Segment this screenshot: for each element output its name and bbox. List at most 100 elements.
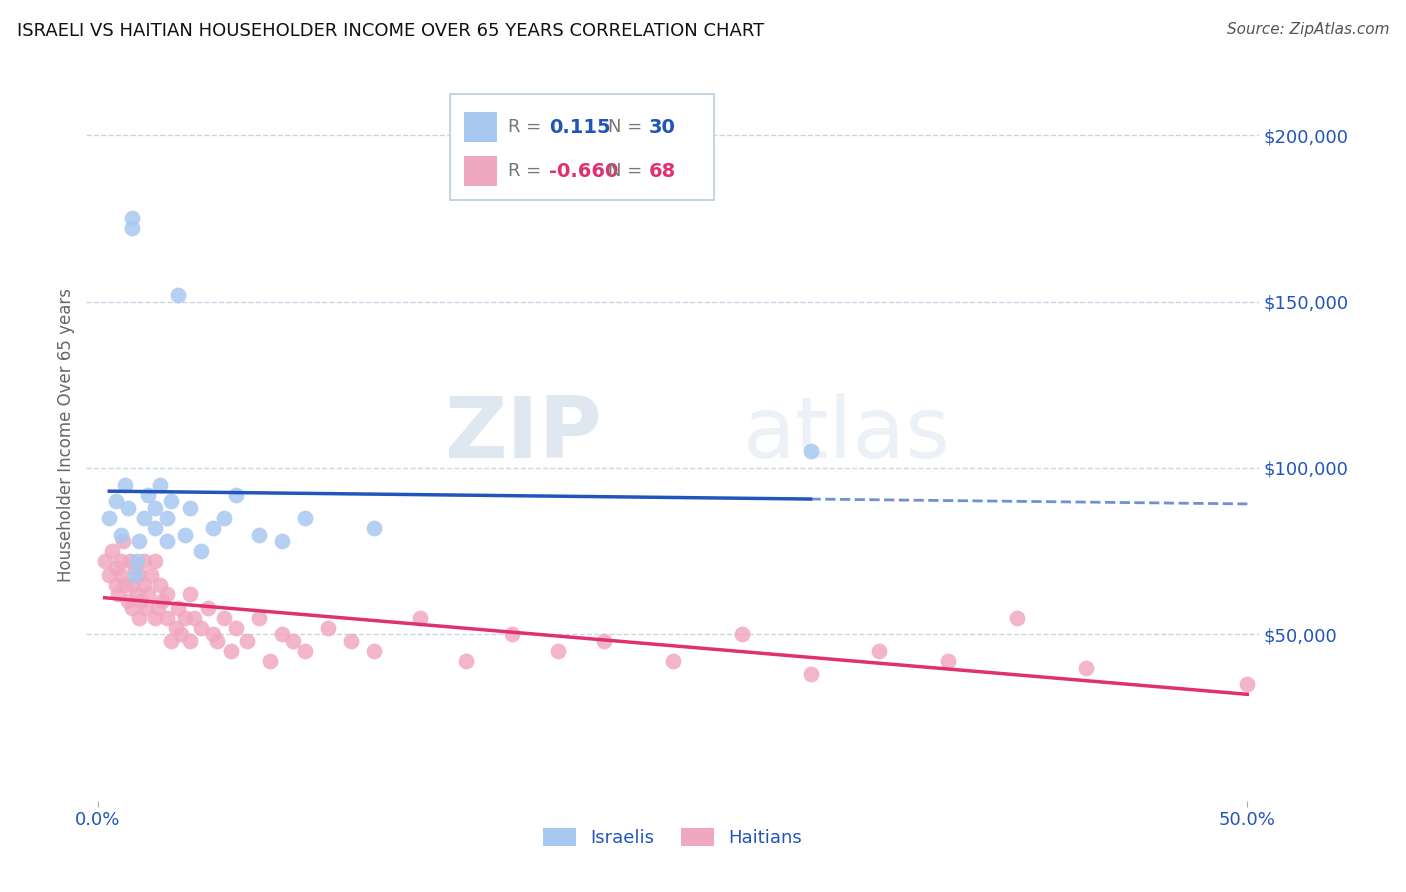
Point xyxy=(1007,611,1029,625)
Point xyxy=(501,627,523,641)
Point xyxy=(799,667,821,681)
Point xyxy=(1076,661,1098,675)
Point xyxy=(110,567,132,582)
Point xyxy=(156,511,179,525)
Point xyxy=(183,611,205,625)
Point xyxy=(150,594,173,608)
Point xyxy=(105,494,128,508)
Text: 30: 30 xyxy=(650,118,676,136)
Point xyxy=(143,554,166,568)
Point xyxy=(112,534,135,549)
Point xyxy=(294,511,316,525)
Point xyxy=(270,534,292,549)
Point xyxy=(259,654,281,668)
Point xyxy=(149,477,172,491)
Point xyxy=(190,544,212,558)
Point xyxy=(167,600,190,615)
Point xyxy=(121,577,143,591)
Text: ZIP: ZIP xyxy=(444,393,602,476)
Point xyxy=(149,577,172,591)
Point xyxy=(363,644,385,658)
Point xyxy=(124,561,146,575)
Text: R =: R = xyxy=(509,162,547,180)
Point xyxy=(201,627,224,641)
Point xyxy=(100,544,122,558)
Text: -0.660: -0.660 xyxy=(550,161,619,180)
Point xyxy=(1236,677,1258,691)
Point xyxy=(156,587,179,601)
Point xyxy=(110,527,132,541)
Point xyxy=(339,634,361,648)
Point xyxy=(143,611,166,625)
Point xyxy=(363,521,385,535)
Bar xyxy=(464,112,496,142)
Point xyxy=(160,494,183,508)
Point xyxy=(316,621,339,635)
Point xyxy=(225,488,247,502)
Point xyxy=(938,654,960,668)
Point xyxy=(190,621,212,635)
Point xyxy=(110,554,132,568)
Point xyxy=(128,611,150,625)
Point xyxy=(93,554,115,568)
Point xyxy=(179,500,201,515)
Point xyxy=(114,477,136,491)
Point xyxy=(117,500,139,515)
Point xyxy=(135,600,157,615)
Legend: Israelis, Haitians: Israelis, Haitians xyxy=(536,821,808,855)
Point xyxy=(160,634,183,648)
Point xyxy=(98,567,121,582)
Point xyxy=(167,288,190,302)
Point xyxy=(132,554,155,568)
Point xyxy=(121,600,143,615)
Text: R =: R = xyxy=(509,118,547,136)
Text: ISRAELI VS HAITIAN HOUSEHOLDER INCOME OVER 65 YEARS CORRELATION CHART: ISRAELI VS HAITIAN HOUSEHOLDER INCOME OV… xyxy=(17,22,763,40)
Point xyxy=(869,644,891,658)
Point xyxy=(174,527,197,541)
Text: 68: 68 xyxy=(650,161,676,180)
Point xyxy=(139,567,162,582)
Point xyxy=(117,594,139,608)
Point xyxy=(156,534,179,549)
Text: N =: N = xyxy=(607,118,648,136)
Point xyxy=(125,587,148,601)
Point xyxy=(121,221,143,235)
Point xyxy=(131,594,153,608)
Y-axis label: Householder Income Over 65 years: Householder Income Over 65 years xyxy=(58,288,75,582)
Point xyxy=(118,554,141,568)
Point xyxy=(143,521,166,535)
Point xyxy=(212,511,235,525)
Point xyxy=(661,654,683,668)
Point xyxy=(454,654,477,668)
Point xyxy=(201,521,224,535)
Point xyxy=(174,611,197,625)
Point xyxy=(124,567,146,582)
Point xyxy=(143,500,166,515)
Text: 0.115: 0.115 xyxy=(550,118,612,136)
Point xyxy=(294,644,316,658)
Point xyxy=(156,611,179,625)
Point xyxy=(547,644,569,658)
Point xyxy=(730,627,752,641)
Point xyxy=(247,527,270,541)
Point xyxy=(169,627,191,641)
Point xyxy=(207,634,229,648)
Point xyxy=(408,611,430,625)
Point xyxy=(105,561,128,575)
Point xyxy=(128,534,150,549)
Point xyxy=(125,554,148,568)
Point xyxy=(107,587,129,601)
Point xyxy=(165,621,187,635)
Point xyxy=(270,627,292,641)
Point xyxy=(212,611,235,625)
Bar xyxy=(464,156,496,186)
Point xyxy=(121,211,143,226)
Point xyxy=(179,587,201,601)
Point xyxy=(592,634,614,648)
Point xyxy=(179,634,201,648)
Text: Source: ZipAtlas.com: Source: ZipAtlas.com xyxy=(1226,22,1389,37)
Point xyxy=(799,444,821,458)
Point xyxy=(197,600,219,615)
Point xyxy=(114,577,136,591)
FancyBboxPatch shape xyxy=(450,95,714,201)
